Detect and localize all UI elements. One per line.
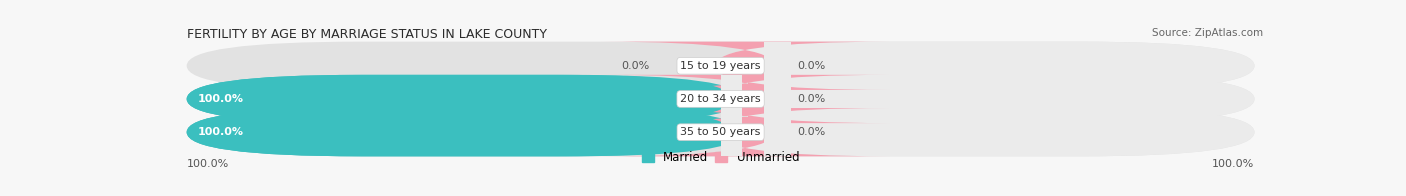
Bar [765,42,792,90]
Text: 100.0%: 100.0% [197,94,243,104]
Text: 35 to 50 years: 35 to 50 years [681,127,761,137]
FancyBboxPatch shape [187,42,1254,90]
FancyBboxPatch shape [600,75,890,123]
Legend: Married, Unmarried: Married, Unmarried [637,146,804,169]
Bar [721,108,748,156]
FancyBboxPatch shape [187,75,731,123]
Bar [721,75,748,123]
FancyBboxPatch shape [600,108,890,156]
Text: 100.0%: 100.0% [1212,159,1254,169]
Text: 0.0%: 0.0% [621,61,650,71]
Bar [721,108,742,156]
Text: 0.0%: 0.0% [797,61,825,71]
FancyBboxPatch shape [716,75,1254,123]
FancyBboxPatch shape [716,108,1254,156]
FancyBboxPatch shape [187,108,742,156]
Text: FERTILITY BY AGE BY MARRIAGE STATUS IN LAKE COUNTY: FERTILITY BY AGE BY MARRIAGE STATUS IN L… [187,28,547,41]
FancyBboxPatch shape [187,108,1254,156]
Text: 0.0%: 0.0% [797,127,825,137]
Bar [765,75,792,123]
FancyBboxPatch shape [716,42,1254,90]
Text: 20 to 34 years: 20 to 34 years [681,94,761,104]
Text: 0.0%: 0.0% [797,94,825,104]
FancyBboxPatch shape [187,75,1254,123]
Text: Source: ZipAtlas.com: Source: ZipAtlas.com [1152,28,1263,38]
FancyBboxPatch shape [187,75,742,123]
Bar [765,108,792,156]
Text: 100.0%: 100.0% [197,127,243,137]
Text: 15 to 19 years: 15 to 19 years [681,61,761,71]
FancyBboxPatch shape [187,108,731,156]
Text: 100.0%: 100.0% [187,159,229,169]
Bar [721,75,742,123]
FancyBboxPatch shape [600,42,890,90]
